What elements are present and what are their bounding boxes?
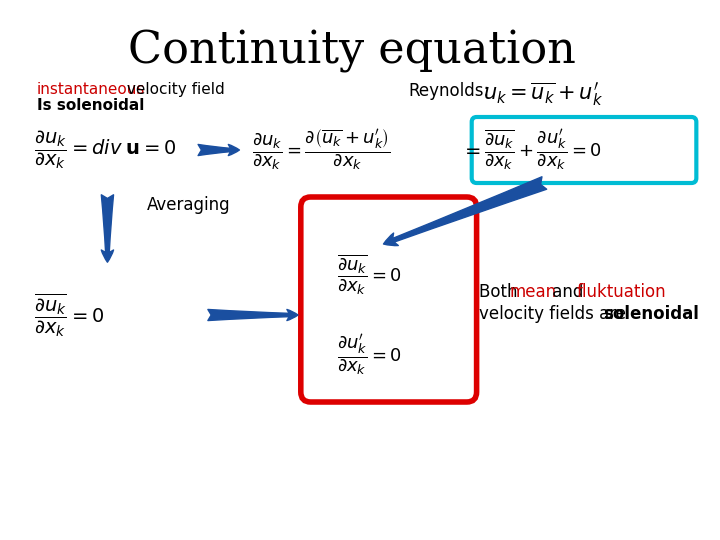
- Text: and: and: [547, 283, 588, 301]
- Text: Averaging: Averaging: [146, 196, 230, 214]
- Text: $\dfrac{\overline{\partial u_k}}{\partial x_k} + \dfrac{\partial u_k'}{\partial : $\dfrac{\overline{\partial u_k}}{\partia…: [485, 128, 602, 172]
- Text: Both: Both: [479, 283, 522, 301]
- Text: $\dfrac{\overline{\partial u_k}}{\partial x_k} = 0$: $\dfrac{\overline{\partial u_k}}{\partia…: [337, 253, 402, 297]
- Text: $\dfrac{\partial u_k'}{\partial x_k} = 0$: $\dfrac{\partial u_k'}{\partial x_k} = 0…: [337, 333, 402, 377]
- Text: velocity field: velocity field: [122, 82, 225, 97]
- Text: velocity fields are: velocity fields are: [479, 305, 631, 323]
- Text: solenoidal: solenoidal: [603, 305, 699, 323]
- Text: fluktuation: fluktuation: [576, 283, 666, 301]
- FancyBboxPatch shape: [301, 197, 477, 402]
- Text: $=$: $=$: [461, 140, 481, 159]
- Text: Continuity equation: Continuity equation: [127, 30, 575, 73]
- Text: mean: mean: [510, 283, 557, 301]
- Text: $\dfrac{\overline{\partial u_k}}{\partial x_k} = 0$: $\dfrac{\overline{\partial u_k}}{\partia…: [34, 291, 104, 339]
- Text: $\dfrac{\partial u_k}{\partial x_k} = div\;\mathbf{u} = 0$: $\dfrac{\partial u_k}{\partial x_k} = di…: [34, 129, 177, 171]
- Text: Reynolds:: Reynolds:: [408, 82, 490, 100]
- Text: $\dfrac{\partial u_k}{\partial x_k} = \dfrac{\partial\left(\overline{u_k}+u_k'\r: $\dfrac{\partial u_k}{\partial x_k} = \d…: [252, 128, 391, 172]
- Text: Is solenoidal: Is solenoidal: [37, 98, 145, 113]
- Text: $u_k = \overline{u_k} + u_k'$: $u_k = \overline{u_k} + u_k'$: [483, 80, 603, 107]
- Text: instantaneous: instantaneous: [37, 82, 145, 97]
- FancyBboxPatch shape: [472, 117, 696, 183]
